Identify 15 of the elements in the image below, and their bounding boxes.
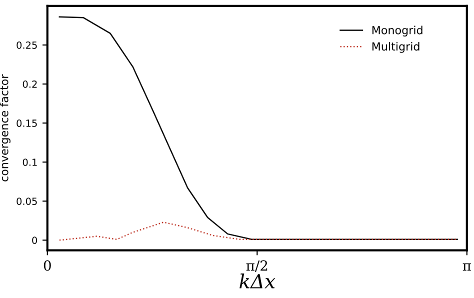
x-tick-label: 0 xyxy=(44,260,51,271)
y-tick-label: 0.25 xyxy=(16,41,37,49)
legend-label: Multigrid xyxy=(372,42,420,53)
y-tick-label: 0.15 xyxy=(16,120,37,127)
y-tick-label: 0 xyxy=(32,236,38,244)
line-series xyxy=(58,222,458,241)
legend-label: Monogrid xyxy=(372,26,422,36)
line-series xyxy=(58,16,458,240)
y-tick-label: 0.1 xyxy=(22,158,37,166)
y-axis-title: convergence factor xyxy=(0,74,10,182)
x-axis-title: kΔx xyxy=(240,273,276,288)
x-tick-label: π/2 xyxy=(246,260,268,272)
y-tick-label: 0.05 xyxy=(16,198,37,205)
x-tick-label: π xyxy=(462,263,471,271)
y-tick-label: 0.2 xyxy=(22,80,37,88)
